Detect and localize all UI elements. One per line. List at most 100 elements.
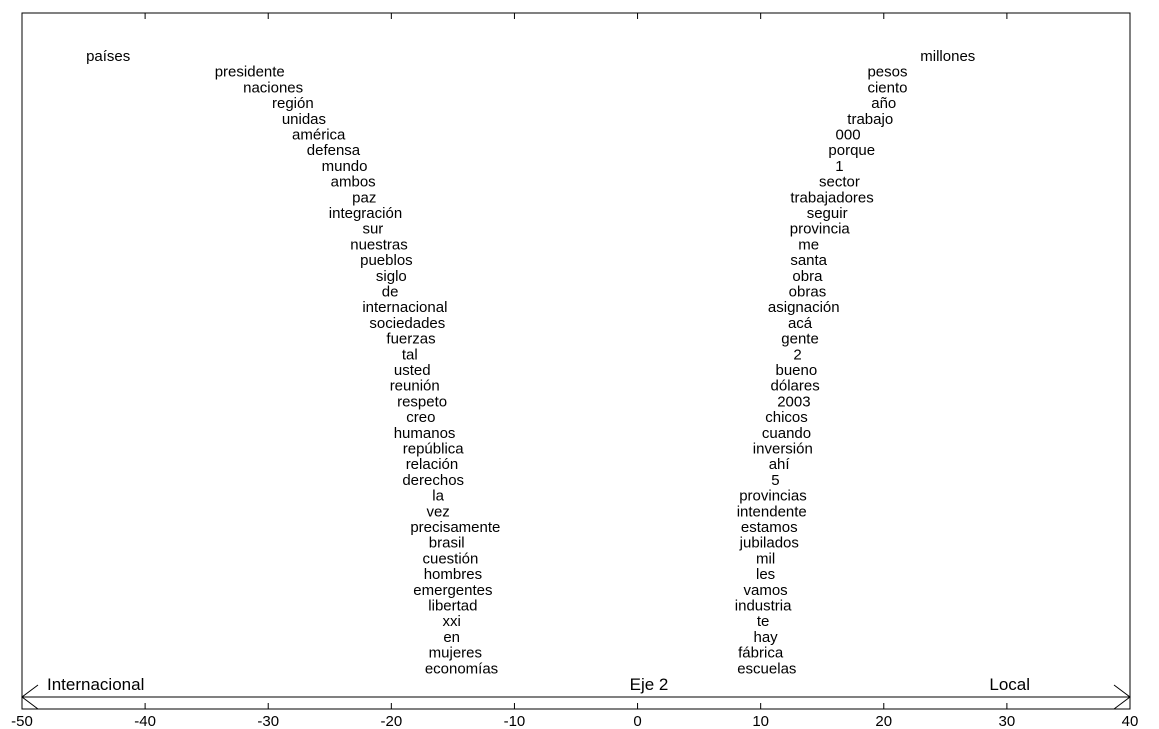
x-tick-labels: -50 -40 -30 -20 -10 0 10 20 30 40 (11, 713, 1138, 729)
word-label: santa (790, 252, 827, 269)
word-label: bueno (776, 362, 818, 379)
word-label: cuestión (422, 550, 478, 567)
word-label: presidente (215, 64, 285, 81)
x-tick-label: -10 (504, 713, 526, 729)
word-label: de (382, 284, 399, 301)
word-label: vez (426, 503, 449, 520)
left-pole-label: Internacional (47, 675, 144, 694)
word-label: república (403, 441, 465, 458)
word-label: naciones (243, 79, 303, 96)
x-tick-label: 20 (875, 713, 892, 729)
word-label: fábrica (738, 645, 784, 662)
word-label: usted (394, 362, 431, 379)
word-label: humanos (394, 425, 456, 442)
word-label: pueblos (360, 252, 413, 269)
word-label: unidas (282, 111, 326, 128)
axis-title: Eje 2 (630, 675, 669, 694)
word-label: emergentes (413, 582, 492, 599)
word-label: escuelas (737, 660, 796, 677)
x-tick-label: 30 (999, 713, 1016, 729)
word-label: sector (819, 174, 860, 191)
word-label: pesos (867, 64, 907, 81)
word-label: en (443, 629, 460, 646)
right-arrow-head (1113, 684, 1131, 710)
word-label: derechos (402, 472, 464, 489)
word-label: 2003 (777, 393, 810, 410)
word-label: libertad (428, 598, 477, 615)
word-label: gente (781, 331, 819, 348)
word-label: región (272, 95, 314, 112)
word-label: integración (329, 205, 402, 222)
word-label: seguir (807, 205, 848, 222)
word-label: trabajadores (790, 189, 873, 206)
x-tick-label: 10 (752, 713, 769, 729)
word-label: nuestras (350, 236, 408, 253)
word-label: sociedades (369, 315, 445, 332)
word-label: hombres (424, 566, 482, 583)
x-tick-label: -40 (134, 713, 156, 729)
word-label: 000 (836, 127, 861, 144)
word-label: siglo (376, 268, 407, 285)
word-label: ambos (331, 174, 376, 191)
word-label: mujeres (429, 645, 482, 662)
word-label: provincia (790, 221, 851, 238)
word-label: ciento (867, 79, 907, 96)
word-label: te (757, 613, 770, 630)
word-label: relación (406, 456, 459, 473)
word-label: provincias (739, 488, 807, 505)
word-label: américa (292, 127, 346, 144)
word-label: dólares (771, 378, 820, 395)
word-label: 1 (835, 158, 843, 175)
word-label: inversión (753, 441, 813, 458)
word-label: obras (789, 284, 827, 301)
word-label: economías (425, 660, 498, 677)
word-label: tal (402, 346, 418, 363)
word-label: ahí (769, 456, 791, 473)
word-label: vamos (743, 582, 787, 599)
word-label: hay (753, 629, 778, 646)
word-label: industria (735, 598, 792, 615)
word-label: trabajo (847, 111, 893, 128)
left-arrow-head (21, 684, 39, 710)
x-tick-label: -30 (257, 713, 279, 729)
word-label: precisamente (410, 519, 500, 536)
word-label: 2 (793, 346, 801, 363)
word-label: internacional (362, 299, 447, 316)
word-label: chicos (765, 409, 808, 426)
word-label: mil (756, 550, 775, 567)
word-label: millones (920, 48, 975, 65)
word-label: fuerzas (386, 331, 435, 348)
right-word-column: millonespesoscientoañotrabajo000porque1s… (735, 48, 976, 677)
word-label: acá (788, 315, 813, 332)
x-tick-label: 40 (1122, 713, 1139, 729)
x-tick-label: -20 (380, 713, 402, 729)
word-label: porque (828, 142, 875, 159)
word-label: mundo (322, 158, 368, 175)
left-word-column: países presidentenacionesregiónunidasamér… (86, 48, 500, 677)
word-label: intendente (737, 503, 807, 520)
word-label: la (432, 488, 444, 505)
right-pole-label: Local (989, 675, 1030, 694)
word-label: asignación (768, 299, 840, 316)
word-label: estamos (741, 519, 798, 536)
word-label: jubilados (739, 535, 799, 552)
bottom-ticks (21, 703, 1131, 709)
top-ticks (21, 13, 1131, 19)
word-label: creo (406, 409, 435, 426)
x-tick-label: 0 (633, 713, 641, 729)
plot-frame (21, 12, 1131, 710)
word-label: obra (792, 268, 823, 285)
x-tick-label: -50 (11, 713, 33, 729)
word-label: respeto (397, 393, 447, 410)
word-label: sur (362, 221, 383, 238)
word-label: defensa (307, 142, 361, 159)
word-label: países (86, 48, 130, 65)
word-label: les (756, 566, 775, 583)
word-label: 5 (771, 472, 779, 489)
word-label: me (798, 236, 819, 253)
word-label: reunión (390, 378, 440, 395)
word-label: paz (352, 189, 376, 206)
word-label: brasil (429, 535, 465, 552)
word-label: cuando (762, 425, 811, 442)
